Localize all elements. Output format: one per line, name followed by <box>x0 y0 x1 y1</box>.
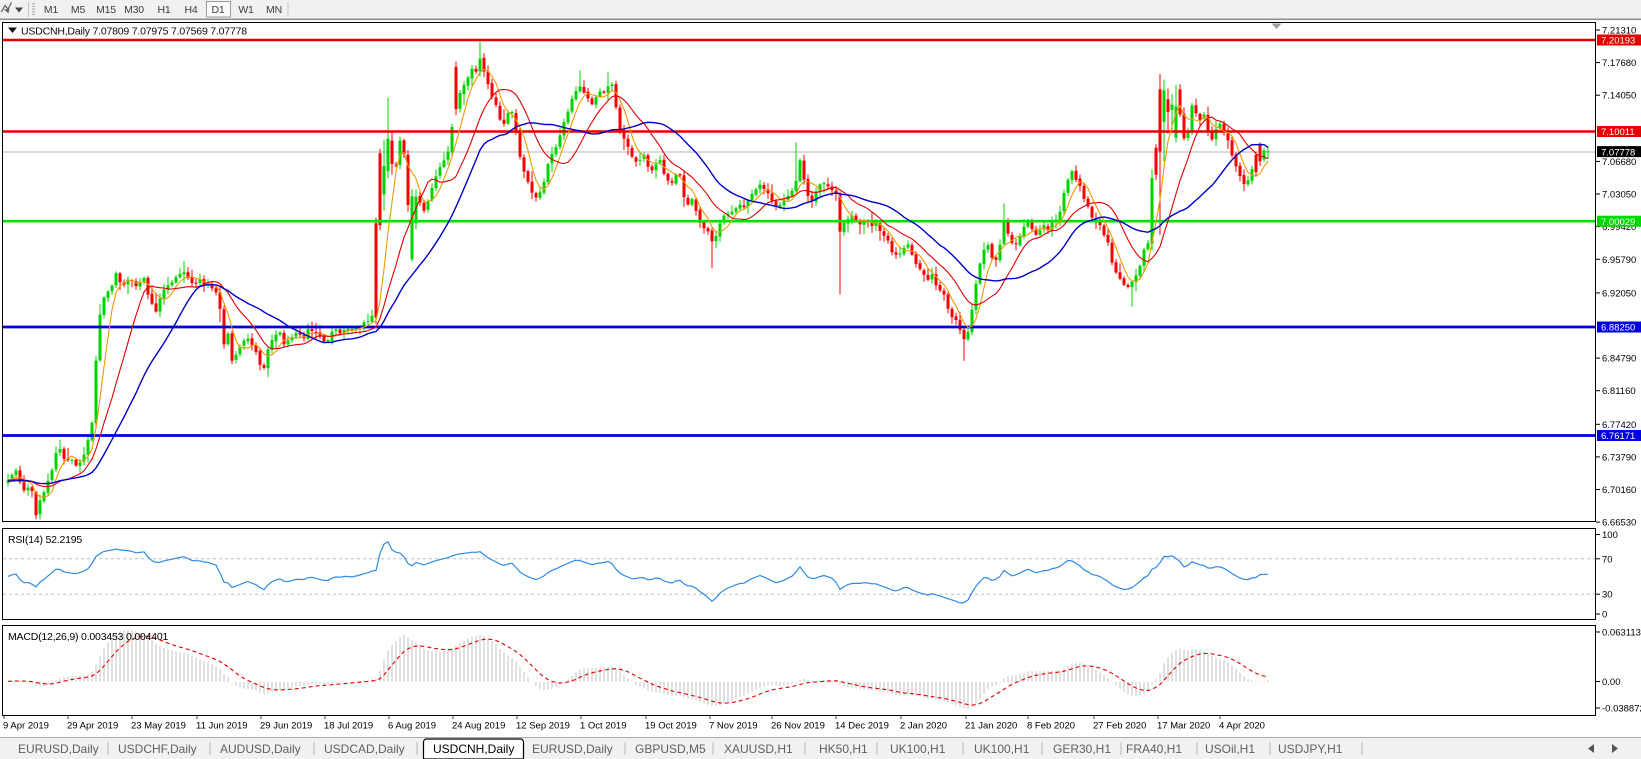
svg-text:30: 30 <box>1602 590 1613 601</box>
svg-text:4 Apr 2020: 4 Apr 2020 <box>1219 721 1265 732</box>
svg-text:70: 70 <box>1602 554 1613 565</box>
svg-text:7.00029: 7.00029 <box>1601 217 1635 228</box>
svg-text:7.14050: 7.14050 <box>1602 91 1636 102</box>
svg-text:6.70160: 6.70160 <box>1602 485 1636 496</box>
svg-text:USDCHF,Daily: USDCHF,Daily <box>118 742 197 756</box>
svg-text:7.07778: 7.07778 <box>1601 147 1635 158</box>
svg-text:17 Mar 2020: 17 Mar 2020 <box>1157 721 1210 732</box>
svg-text:26 Nov 2019: 26 Nov 2019 <box>771 721 825 732</box>
svg-text:USDCAD,Daily: USDCAD,Daily <box>324 742 405 756</box>
svg-text:FRA40,H1: FRA40,H1 <box>1126 742 1182 756</box>
svg-text:0: 0 <box>1602 610 1607 621</box>
svg-text:29 Apr 2019: 29 Apr 2019 <box>67 721 118 732</box>
svg-text:100: 100 <box>1602 530 1618 541</box>
svg-text:H1: H1 <box>157 4 170 16</box>
svg-text:7.21310: 7.21310 <box>1602 26 1636 37</box>
svg-text:9 Apr 2019: 9 Apr 2019 <box>3 721 49 732</box>
svg-text:7.10011: 7.10011 <box>1601 127 1635 138</box>
svg-text:USDJPY,H1: USDJPY,H1 <box>1278 742 1343 756</box>
svg-text:6.88250: 6.88250 <box>1601 323 1635 334</box>
svg-text:GBPUSD,M5: GBPUSD,M5 <box>635 742 706 756</box>
svg-text:EURUSD,Daily: EURUSD,Daily <box>532 742 613 756</box>
svg-text:6.95790: 6.95790 <box>1602 255 1636 266</box>
svg-text:1 Oct 2019: 1 Oct 2019 <box>580 721 626 732</box>
svg-text:7.20193: 7.20193 <box>1601 36 1635 47</box>
svg-text:7.17680: 7.17680 <box>1602 58 1636 69</box>
svg-text:6.77420: 6.77420 <box>1602 420 1636 431</box>
svg-text:23 May 2019: 23 May 2019 <box>131 721 186 732</box>
svg-text:D1: D1 <box>211 4 224 16</box>
svg-text:MACD(12,26,9) 0.003453 0.00440: MACD(12,26,9) 0.003453 0.004401 <box>8 631 169 643</box>
svg-text:14 Dec 2019: 14 Dec 2019 <box>835 721 889 732</box>
svg-text:GER30,H1: GER30,H1 <box>1053 742 1111 756</box>
svg-text:7 Nov 2019: 7 Nov 2019 <box>709 721 758 732</box>
svg-text:11 Jun 2019: 11 Jun 2019 <box>196 721 248 732</box>
svg-text:XAUUSD,H1: XAUUSD,H1 <box>724 742 793 756</box>
svg-text:29 Jun 2019: 29 Jun 2019 <box>260 721 312 732</box>
svg-text:7.06680: 7.06680 <box>1602 157 1636 168</box>
svg-text:EURUSD,Daily: EURUSD,Daily <box>18 742 99 756</box>
svg-text:HK50,H1: HK50,H1 <box>819 742 868 756</box>
svg-text:6.66530: 6.66530 <box>1602 518 1636 529</box>
svg-text:AUDUSD,Daily: AUDUSD,Daily <box>220 742 301 756</box>
svg-text:21 Jan 2020: 21 Jan 2020 <box>965 721 1017 732</box>
svg-text:6.99420: 6.99420 <box>1602 222 1636 233</box>
svg-text:6.84790: 6.84790 <box>1602 354 1636 365</box>
svg-text:0.063113: 0.063113 <box>1602 628 1641 639</box>
svg-text:19 Oct 2019: 19 Oct 2019 <box>645 721 697 732</box>
svg-text:RSI(14) 52.2195: RSI(14) 52.2195 <box>8 534 82 546</box>
svg-text:2 Jan 2020: 2 Jan 2020 <box>900 721 947 732</box>
svg-text:M15: M15 <box>96 4 116 16</box>
svg-text:USDCNH,Daily 7.07809 7.07975: USDCNH,Daily 7.07809 7.07975 7.07569 7.0… <box>21 26 247 38</box>
svg-text:6 Aug 2019: 6 Aug 2019 <box>388 721 436 732</box>
svg-text:UK100,H1: UK100,H1 <box>974 742 1030 756</box>
svg-text:M30: M30 <box>124 4 144 16</box>
svg-text:6.81160: 6.81160 <box>1602 386 1636 397</box>
svg-text:-0.038872: -0.038872 <box>1602 704 1641 715</box>
svg-text:UK100,H1: UK100,H1 <box>890 742 946 756</box>
svg-text:6.73790: 6.73790 <box>1602 452 1636 463</box>
svg-text:6.92050: 6.92050 <box>1602 288 1636 299</box>
svg-text:M1: M1 <box>44 4 59 16</box>
svg-text:6.76171: 6.76171 <box>1601 431 1635 442</box>
svg-text:12 Sep 2019: 12 Sep 2019 <box>516 721 570 732</box>
svg-text:8 Feb 2020: 8 Feb 2020 <box>1027 721 1075 732</box>
svg-text:USOil,H1: USOil,H1 <box>1205 742 1255 756</box>
svg-text:USDCNH,Daily: USDCNH,Daily <box>433 742 514 756</box>
svg-text:M5: M5 <box>71 4 86 16</box>
svg-text:W1: W1 <box>238 4 254 16</box>
svg-text:0.00: 0.00 <box>1602 677 1621 688</box>
svg-text:MN: MN <box>266 4 282 16</box>
svg-text:7.03050: 7.03050 <box>1602 190 1636 201</box>
svg-text:18 Jul 2019: 18 Jul 2019 <box>324 721 373 732</box>
svg-text:27 Feb 2020: 27 Feb 2020 <box>1093 721 1146 732</box>
svg-text:24 Aug 2019: 24 Aug 2019 <box>452 721 505 732</box>
svg-text:H4: H4 <box>184 4 197 16</box>
